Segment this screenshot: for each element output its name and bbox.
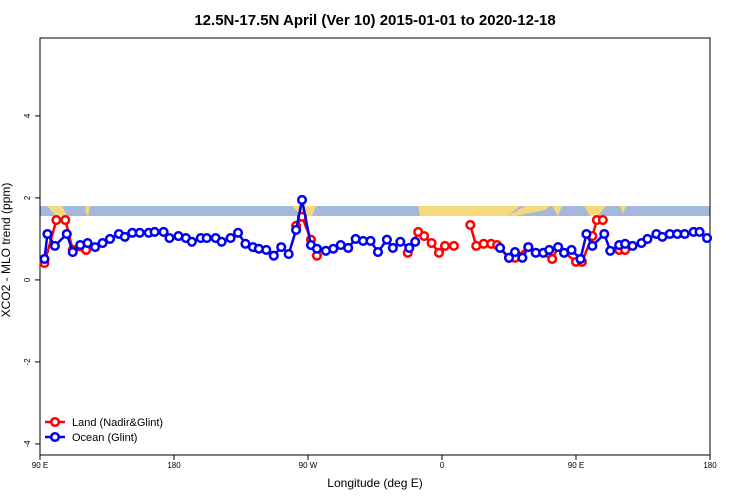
x-tick-label: 90 E	[568, 461, 584, 470]
point	[296, 194, 308, 206]
point	[67, 246, 78, 258]
point	[547, 253, 558, 265]
point	[599, 228, 610, 240]
point	[134, 227, 145, 238]
point	[642, 233, 653, 244]
point	[575, 253, 586, 265]
point	[328, 243, 339, 254]
x-tick-label: 90 W	[299, 461, 318, 470]
point	[701, 233, 713, 244]
point	[597, 215, 608, 226]
point	[97, 237, 108, 249]
point	[42, 228, 53, 240]
point	[523, 242, 534, 253]
x-axis-label: Longitude (deg E)	[327, 476, 422, 490]
point	[433, 247, 445, 258]
y-tick-label: 4	[23, 113, 32, 118]
point	[291, 224, 302, 235]
y-axis-label: XCO2 - MLO trend (ppm)	[0, 183, 13, 318]
point	[149, 226, 160, 237]
point	[372, 246, 384, 258]
x-tick-label: 90 E	[32, 461, 48, 470]
point	[61, 228, 72, 240]
point	[201, 233, 212, 244]
point	[553, 242, 564, 253]
point	[503, 252, 515, 263]
point	[410, 236, 421, 247]
point	[605, 245, 616, 256]
plot-frame	[39, 37, 711, 456]
point	[587, 240, 598, 251]
legend-label: Ocean (Glint)	[72, 432, 137, 444]
point	[119, 231, 130, 242]
point	[381, 234, 392, 245]
y-tick-label: -2	[23, 358, 32, 366]
y-tick-label: 0	[23, 277, 32, 282]
point	[216, 236, 227, 247]
point	[158, 226, 169, 237]
point	[495, 242, 506, 253]
x-tick-label: 180	[703, 461, 717, 470]
legend-marker	[49, 431, 61, 443]
chart-title: 12.5N-17.5N April (Ver 10) 2015-01-01 to…	[194, 12, 555, 29]
point	[283, 249, 294, 260]
point	[186, 236, 197, 247]
point	[365, 235, 376, 247]
point	[448, 240, 459, 251]
y-tick-label: 2	[23, 195, 32, 200]
point	[268, 250, 279, 261]
point	[679, 228, 690, 240]
point	[311, 243, 322, 254]
point	[395, 236, 406, 247]
plot-layer: 90 E 180 90 W 0 90 E 180 -4 -2 0 2 4 Land (Nadir&Gl…	[23, 113, 717, 470]
point	[60, 215, 71, 226]
point	[164, 233, 175, 244]
point	[51, 215, 62, 226]
point	[694, 226, 705, 237]
point	[276, 242, 287, 253]
point	[419, 230, 430, 242]
point	[627, 240, 638, 251]
point	[509, 246, 521, 258]
point	[404, 242, 415, 253]
map-strip	[40, 206, 710, 216]
point	[581, 228, 592, 240]
point	[517, 252, 528, 263]
point	[343, 242, 354, 253]
legend-label: Land (Nadir&Glint)	[72, 417, 163, 429]
legend-marker	[49, 416, 61, 428]
x-tick-label: 0	[440, 461, 445, 470]
point	[232, 227, 244, 238]
point	[225, 233, 236, 244]
point	[39, 253, 50, 265]
point	[387, 242, 398, 253]
point	[104, 233, 116, 244]
point	[426, 237, 437, 249]
point	[261, 244, 272, 256]
y-tick-label: -4	[23, 440, 32, 448]
point	[90, 242, 101, 253]
point	[544, 244, 555, 256]
point	[465, 219, 476, 231]
point	[82, 237, 93, 249]
x-tick-label: 180	[167, 461, 181, 470]
point	[439, 240, 451, 251]
point	[49, 240, 60, 251]
point	[566, 244, 577, 256]
